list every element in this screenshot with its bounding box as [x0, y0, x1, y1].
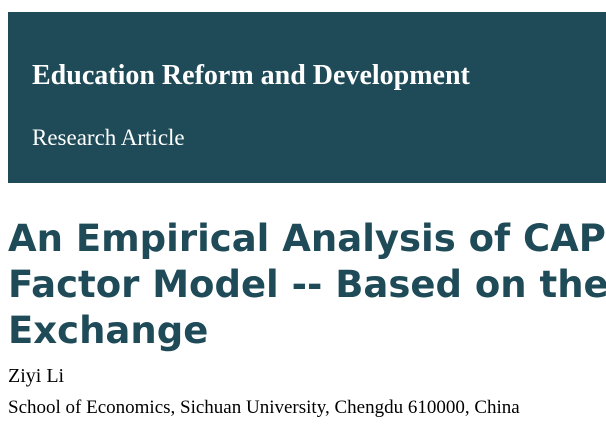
paper-title-line-2: Factor Model -- Based on the Exc: [8, 263, 606, 306]
journal-header-banner: Education Reform and Development Researc…: [8, 12, 606, 183]
journal-title: Education Reform and Development: [32, 60, 470, 91]
paper-title: An Empirical Analysis of CAPM a Factor M…: [8, 216, 606, 358]
paper-title-line-1: An Empirical Analysis of CAPM a: [8, 217, 606, 260]
article-type-label: Research Article: [32, 125, 185, 150]
author-name: Ziyi Li: [8, 365, 65, 387]
paper-title-line-3: Exchange: [8, 309, 209, 352]
author-affiliation: School of Economics, Sichuan University,…: [8, 397, 520, 418]
